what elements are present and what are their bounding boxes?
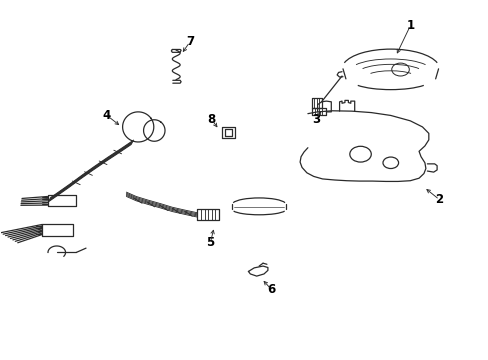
Text: 8: 8 <box>207 113 215 126</box>
Text: 1: 1 <box>406 19 413 32</box>
Text: 5: 5 <box>206 236 214 249</box>
Text: 4: 4 <box>102 109 111 122</box>
Text: 7: 7 <box>185 35 194 49</box>
Text: 6: 6 <box>266 283 275 296</box>
Text: 2: 2 <box>435 193 443 206</box>
Text: 3: 3 <box>312 113 320 126</box>
